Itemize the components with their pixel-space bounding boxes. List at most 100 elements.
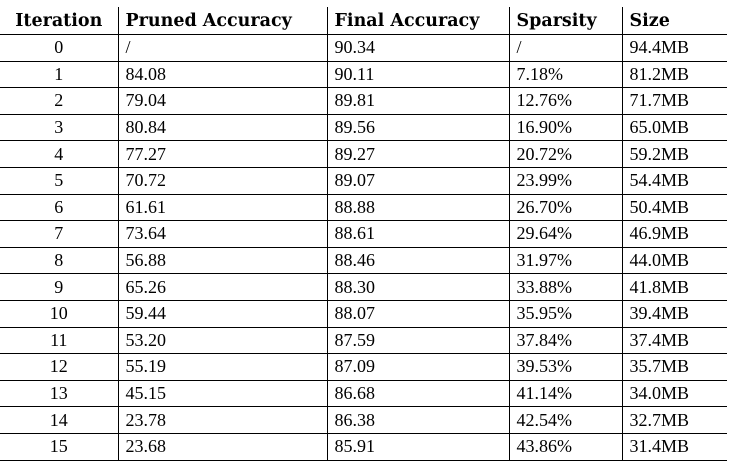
iteration-cell: 12 [0, 353, 118, 381]
sparsity-cell: 33.88% [508, 273, 622, 301]
table-row: 3 80.84 89.56 16.90% 65.0MB [0, 114, 727, 142]
sparsity-cell: 35.95% [508, 300, 622, 328]
iteration-cell: 5 [0, 167, 118, 195]
sparsity-cell: 12.76% [508, 87, 622, 115]
iteration-cell: 2 [0, 87, 118, 115]
iteration-cell: 1 [0, 61, 118, 89]
final-accuracy-cell: 90.11 [326, 61, 509, 89]
final-accuracy-cell: 89.56 [326, 114, 509, 142]
header-size: Size [621, 7, 727, 35]
size-cell: 65.0MB [621, 114, 727, 142]
sparsity-cell: 43.86% [508, 433, 622, 461]
table-header: Iteration Pruned Accuracy Final Accuracy… [0, 7, 727, 35]
iteration-cell: 8 [0, 247, 118, 275]
pruned-accuracy-cell: 70.72 [117, 167, 327, 195]
table-body: 0/90.34/94.4MB 1 84.08 90.11 7.18% 81.2MB 2 79.… [0, 34, 727, 461]
sparsity-cell: 41.14% [508, 380, 622, 408]
iteration-cell: 11 [0, 327, 118, 355]
size-cell: 59.2MB [621, 140, 727, 168]
table-row: 9 65.26 88.30 33.88% 41.8MB [0, 273, 727, 301]
pruned-accuracy-cell: 23.68 [117, 433, 327, 461]
iteration-cell: 4 [0, 140, 118, 168]
sparsity-cell: 31.97% [508, 247, 622, 275]
header-row: Iteration Pruned Accuracy Final Accuracy… [0, 7, 727, 35]
iteration-cell: 14 [0, 406, 118, 434]
size-cell: 54.4MB [621, 167, 727, 195]
sparsity-cell: 29.64% [508, 220, 622, 248]
table-row: 0/90.34/94.4MB [0, 34, 727, 62]
header-sparsity: Sparsity [508, 7, 622, 35]
pruning-results-table: Iteration Pruned Accuracy Final Accuracy… [0, 7, 727, 461]
iteration-cell: 15 [0, 433, 118, 461]
final-accuracy-cell: 85.91 [326, 433, 509, 461]
table-row: 11 53.20 87.59 37.84% 37.4MB [0, 327, 727, 355]
size-cell: 37.4MB [621, 327, 727, 355]
pruned-accuracy-cell: 55.19 [117, 353, 327, 381]
pruned-accuracy-cell: 80.84 [117, 114, 327, 142]
table-row: 5 70.72 89.07 23.99% 54.4MB [0, 167, 727, 195]
size-cell: 81.2MB [621, 61, 727, 89]
table-row: 7 73.64 88.61 29.64% 46.9MB [0, 220, 727, 248]
iteration-cell: 13 [0, 380, 118, 408]
pruned-accuracy-cell: 79.04 [117, 87, 327, 115]
sparsity-cell: 7.18% [508, 61, 622, 89]
sparsity-cell: 20.72% [508, 140, 622, 168]
table-row: 15 23.68 85.91 43.86% 31.4MB [0, 433, 727, 461]
size-cell: 31.4MB [621, 433, 727, 461]
pruned-accuracy-cell: 65.26 [117, 273, 327, 301]
table-row: 4 77.27 89.27 20.72% 59.2MB [0, 140, 727, 168]
sparsity-cell: 23.99% [508, 167, 622, 195]
pruned-accuracy-cell: 61.61 [117, 194, 327, 222]
header-iteration: Iteration [0, 7, 118, 35]
sparsity-cell: 16.90% [508, 114, 622, 142]
table-row: 1 84.08 90.11 7.18% 81.2MB [0, 61, 727, 89]
sparsity-cell: 42.54% [508, 406, 622, 434]
final-accuracy-cell: 87.09 [326, 353, 509, 381]
iteration-cell: 6 [0, 194, 118, 222]
pruned-accuracy-cell: / [117, 34, 327, 62]
sparsity-cell: 26.70% [508, 194, 622, 222]
final-accuracy-cell: 89.81 [326, 87, 509, 115]
pruned-accuracy-cell: 84.08 [117, 61, 327, 89]
final-accuracy-cell: 87.59 [326, 327, 509, 355]
iteration-cell: 3 [0, 114, 118, 142]
table-row: 14 23.78 86.38 42.54% 32.7MB [0, 406, 727, 434]
final-accuracy-cell: 88.46 [326, 247, 509, 275]
final-accuracy-cell: 86.38 [326, 406, 509, 434]
pruned-accuracy-cell: 23.78 [117, 406, 327, 434]
pruned-accuracy-cell: 53.20 [117, 327, 327, 355]
table-row: 8 56.88 88.46 31.97% 44.0MB [0, 247, 727, 275]
pruned-accuracy-cell: 56.88 [117, 247, 327, 275]
final-accuracy-cell: 89.07 [326, 167, 509, 195]
final-accuracy-cell: 88.07 [326, 300, 509, 328]
pruned-accuracy-cell: 73.64 [117, 220, 327, 248]
table-row: 13 45.15 86.68 41.14% 34.0MB [0, 380, 727, 408]
iteration-cell: 7 [0, 220, 118, 248]
header-final-accuracy: Final Accuracy [326, 7, 509, 35]
table-row: 12 55.19 87.09 39.53% 35.7MB [0, 353, 727, 381]
pruned-accuracy-cell: 77.27 [117, 140, 327, 168]
iteration-cell: 9 [0, 273, 118, 301]
final-accuracy-cell: 86.68 [326, 380, 509, 408]
size-cell: 34.0MB [621, 380, 727, 408]
final-accuracy-cell: 88.30 [326, 273, 509, 301]
pruned-accuracy-cell: 45.15 [117, 380, 327, 408]
iteration-cell: 0 [0, 34, 118, 62]
header-pruned-accuracy: Pruned Accuracy [117, 7, 327, 35]
iteration-cell: 10 [0, 300, 118, 328]
size-cell: 35.7MB [621, 353, 727, 381]
size-cell: 32.7MB [621, 406, 727, 434]
size-cell: 94.4MB [621, 34, 727, 62]
sparsity-cell: / [508, 34, 622, 62]
size-cell: 41.8MB [621, 273, 727, 301]
table-row: 2 79.04 89.81 12.76% 71.7MB [0, 87, 727, 115]
size-cell: 50.4MB [621, 194, 727, 222]
final-accuracy-cell: 88.61 [326, 220, 509, 248]
final-accuracy-cell: 88.88 [326, 194, 509, 222]
table-row: 6 61.61 88.88 26.70% 50.4MB [0, 194, 727, 222]
final-accuracy-cell: 90.34 [326, 34, 509, 62]
sparsity-cell: 39.53% [508, 353, 622, 381]
final-accuracy-cell: 89.27 [326, 140, 509, 168]
table-row: 10 59.44 88.07 35.95% 39.4MB [0, 300, 727, 328]
size-cell: 46.9MB [621, 220, 727, 248]
